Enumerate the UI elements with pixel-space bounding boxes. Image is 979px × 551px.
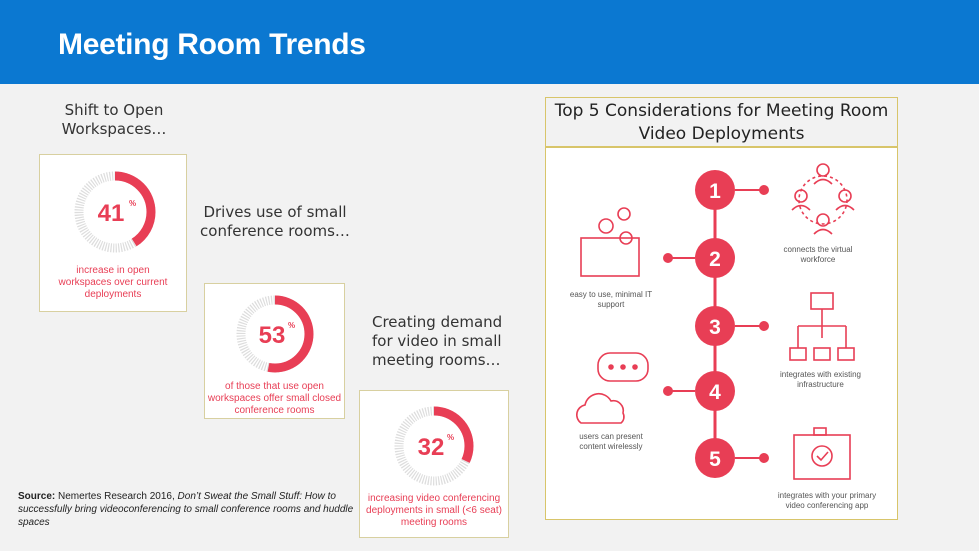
number-circle-3: 3 <box>695 306 735 346</box>
label-connects: connects the virtual workforce <box>783 245 853 264</box>
stat-suffix-2: % <box>288 321 295 330</box>
people-network-icon <box>791 163 855 235</box>
stat-suffix-3: % <box>447 433 454 442</box>
number-circle-4: 4 <box>695 371 735 411</box>
label-integrates-infra: integrates with existing infrastructure <box>780 370 861 389</box>
source-citation: Source: Nemertes Research 2016, Don’t Sw… <box>18 490 358 529</box>
source-label: Source: <box>18 491 56 502</box>
caption-creating: Creating demand for video in small meeti… <box>372 313 503 369</box>
number-circle-1: 1 <box>695 170 735 210</box>
label-easy: easy to use, minimal IT support <box>569 290 653 309</box>
donut-arc-3 <box>394 406 474 486</box>
caption-drives: Drives use of small conference rooms… <box>200 203 350 240</box>
stat-text-2: of those that use open workspaces offer … <box>207 381 342 416</box>
chat-cloud-icon <box>576 352 649 424</box>
svg-text:4: 4 <box>709 381 721 404</box>
considerations-diagram: 1 2 3 4 5 <box>576 163 855 480</box>
stat-value-2: 53 <box>259 322 286 349</box>
stat-value-1: 41 <box>98 200 125 227</box>
stat-card-2: 53 % of those that use open workspaces o… <box>204 283 345 419</box>
donut-arc-1 <box>74 171 156 253</box>
screen-check-icon <box>793 427 851 480</box>
stat-card-1: 41 % increase in open workspaces over cu… <box>39 154 187 312</box>
number-circle-5: 5 <box>695 438 735 478</box>
donut-chart-1: 41 % <box>74 171 156 253</box>
svg-text:2: 2 <box>709 248 721 271</box>
considerations-title: Top 5 Considerations for Meeting Room Vi… <box>545 97 898 147</box>
considerations-panel: 1 2 3 4 5 <box>545 147 898 520</box>
svg-text:3: 3 <box>709 316 721 339</box>
svg-text:5: 5 <box>709 448 721 471</box>
stat-text-3: increasing video conferencing deployment… <box>366 493 502 528</box>
stat-card-3: 32 % increasing video conferencing deplo… <box>359 390 509 538</box>
svg-text:1: 1 <box>709 180 721 203</box>
hierarchy-icon <box>789 292 855 361</box>
stat-value-3: 32 <box>418 434 445 461</box>
label-integrates-app: integrates with your primary video confe… <box>777 491 877 510</box>
source-text: Nemertes Research 2016, <box>58 491 175 502</box>
stat-text-1: increase in open workspaces over current… <box>58 265 168 300</box>
header-bar <box>0 0 979 84</box>
donut-chart-3: 32 % <box>394 406 474 486</box>
page-title: Meeting Room Trends <box>58 28 366 61</box>
donut-arc-2 <box>236 295 314 373</box>
gears-board-icon <box>580 207 640 277</box>
caption-shift: Shift to Open Workspaces… <box>61 101 167 138</box>
donut-chart-2: 53 % <box>236 295 314 373</box>
stat-suffix-1: % <box>129 199 136 208</box>
label-present: users can present content wirelessly <box>579 432 643 451</box>
number-circle-2: 2 <box>695 238 735 278</box>
source-title: Don’t Sweat the Small Stuff: How to succ… <box>18 491 354 528</box>
